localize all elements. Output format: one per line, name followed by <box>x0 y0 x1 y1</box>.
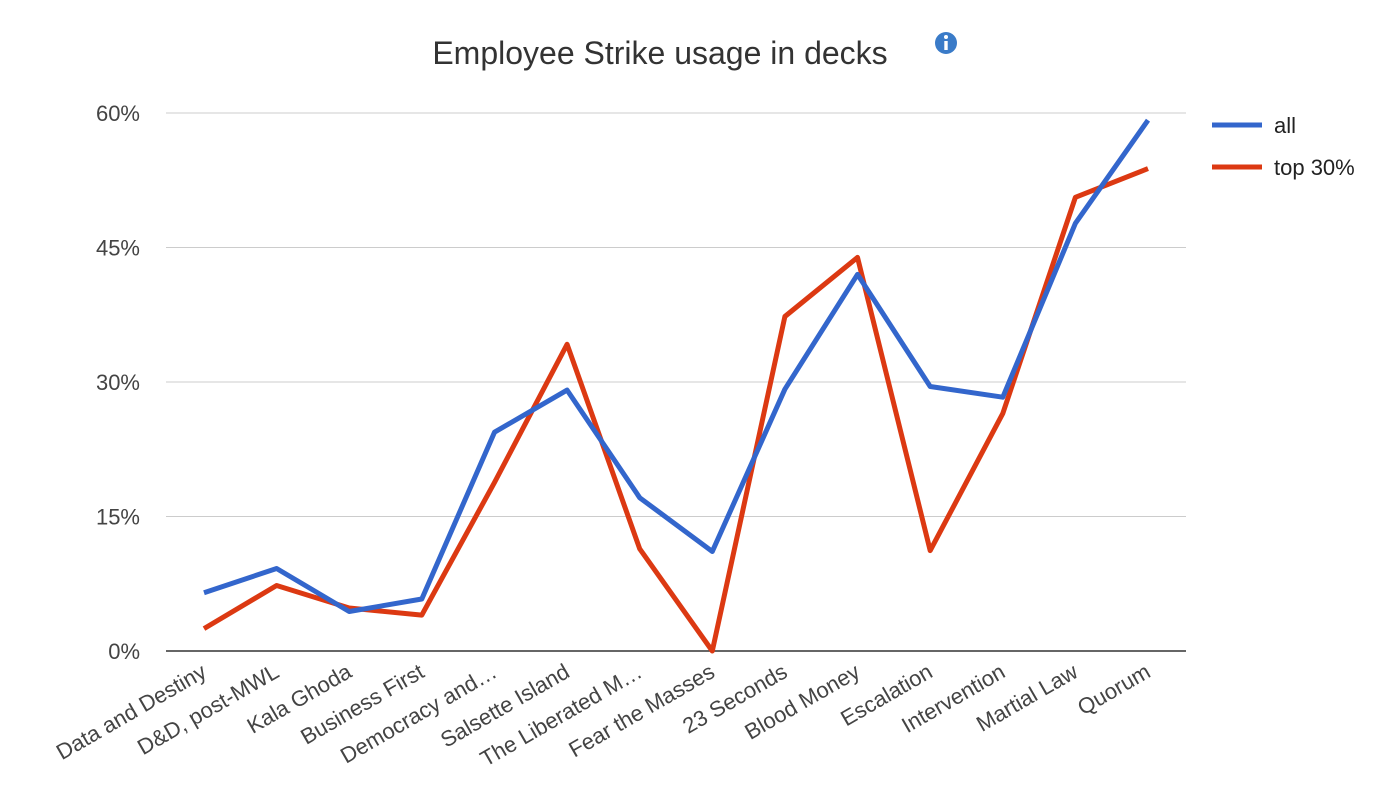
chart-title: Employee Strike usage in decks <box>432 35 887 71</box>
y-tick-label: 30% <box>96 370 140 395</box>
y-tick-label: 60% <box>96 101 140 126</box>
legend-label: top 30% <box>1274 155 1355 180</box>
series-lines <box>202 118 1151 654</box>
y-tick-label: 15% <box>96 505 140 530</box>
grid-lines <box>166 112 1186 652</box>
y-tick-label: 45% <box>96 236 140 261</box>
y-axis: 0% 15% 30% 45% 60% <box>96 101 140 664</box>
legend: all top 30% <box>1212 113 1355 180</box>
legend-label: all <box>1274 113 1296 138</box>
x-tick-label: Quorum <box>1073 659 1154 720</box>
series-line <box>202 166 1149 654</box>
series-line <box>203 118 1151 614</box>
y-tick-label: 0% <box>108 639 140 664</box>
info-icon[interactable] <box>935 32 957 54</box>
